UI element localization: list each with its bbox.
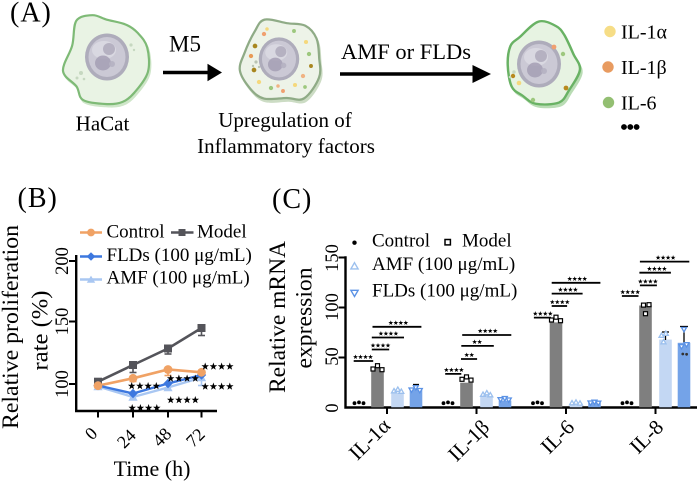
svg-text:(B): (B) (18, 183, 58, 214)
svg-text:0: 0 (323, 403, 343, 412)
svg-text:(A): (A) (10, 0, 52, 29)
svg-text:AMF or FLDs: AMF or FLDs (341, 39, 471, 64)
svg-text:HaCat: HaCat (76, 112, 130, 136)
svg-text:Control: Control (107, 222, 165, 243)
svg-text:Model: Model (462, 231, 512, 252)
svg-text:150: 150 (323, 244, 343, 272)
svg-text:Upregulation of: Upregulation of (218, 108, 352, 132)
svg-text:Relative proliferation: Relative proliferation (0, 224, 23, 429)
svg-text:AMF (100 μg/mL): AMF (100 μg/mL) (107, 268, 250, 289)
svg-text:150: 150 (53, 308, 73, 336)
svg-text:IL-1α: IL-1α (621, 22, 668, 44)
svg-text:Relative mRNA: Relative mRNA (265, 241, 290, 393)
svg-text:100: 100 (323, 293, 343, 321)
svg-text:50: 50 (323, 347, 343, 366)
svg-text:expression: expression (292, 267, 317, 369)
svg-text:IL-6: IL-6 (621, 93, 657, 115)
svg-text:rate (%): rate (%) (28, 291, 53, 371)
svg-text:M5: M5 (169, 32, 201, 57)
svg-text:Model: Model (197, 222, 247, 243)
svg-text:FLDs (100 μg/mL): FLDs (100 μg/mL) (372, 281, 517, 302)
svg-text:Inflammatory factors: Inflammatory factors (197, 134, 375, 158)
svg-text:IL-1β: IL-1β (621, 57, 667, 79)
svg-text:100: 100 (53, 370, 73, 398)
svg-text:AMF (100 μg/mL): AMF (100 μg/mL) (372, 254, 515, 275)
svg-text:Control: Control (372, 231, 430, 252)
svg-text:Time (h): Time (h) (114, 456, 191, 481)
svg-text:(C): (C) (272, 184, 312, 215)
svg-text:200: 200 (53, 247, 73, 275)
svg-text:FLDs (100 μg/mL): FLDs (100 μg/mL) (107, 245, 252, 266)
